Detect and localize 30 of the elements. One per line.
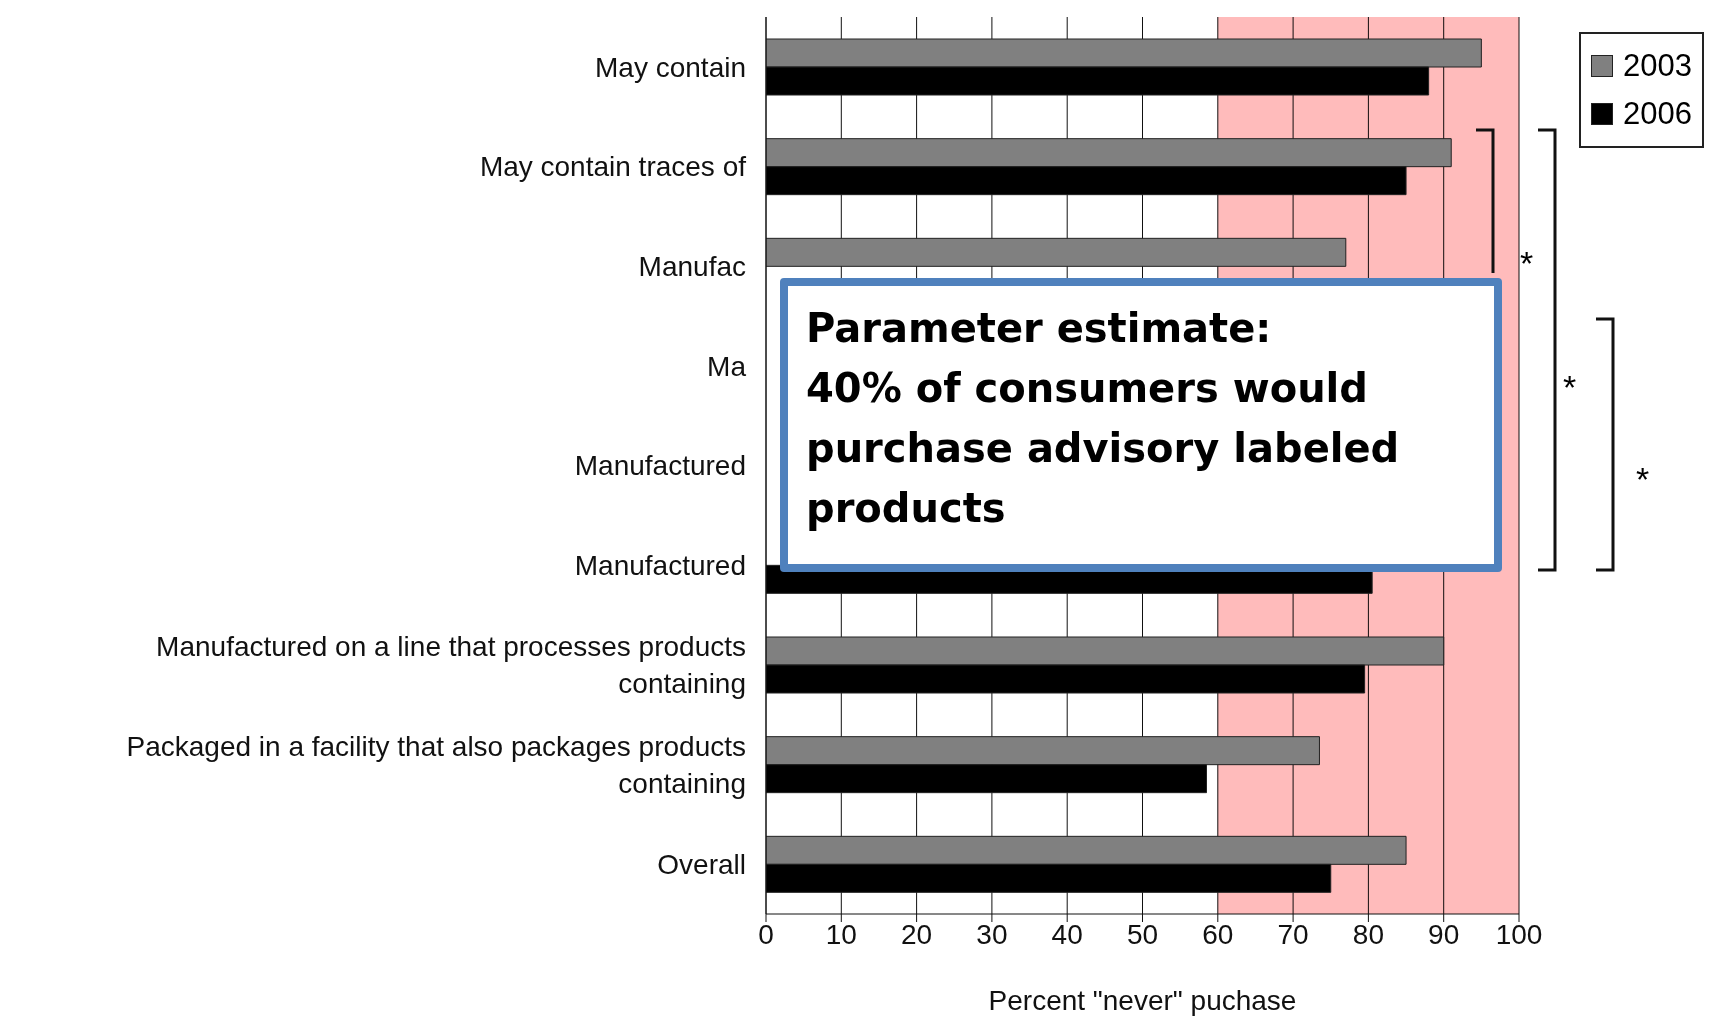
text: * xyxy=(1563,368,1577,407)
text: * xyxy=(1520,244,1534,283)
x-tick-label: 90 xyxy=(1428,918,1460,950)
y-tick-label: May contain xyxy=(595,51,746,83)
x-tick-label: 60 xyxy=(1202,918,1234,950)
legend-label: 2006 xyxy=(1623,95,1692,133)
bar xyxy=(766,237,1347,267)
y-tick-label: Manufactured xyxy=(574,549,746,581)
y-tick-label: Manufactured on a line that processes products containing xyxy=(156,631,746,699)
callout-box: Parameter estimate: 40% of consumers would purchase advisory labeled products xyxy=(780,278,1502,572)
y-tick-label: May contain traces of xyxy=(479,151,747,183)
y-tick-label: Ma xyxy=(707,350,747,382)
x-axis-title: Percent "never" puchase xyxy=(988,985,1297,1016)
x-tick-label: 10 xyxy=(825,918,857,950)
y-tick-label: Manufactured xyxy=(574,450,746,482)
x-tick-label: 20 xyxy=(901,918,933,950)
y-tick-label: Manufac xyxy=(638,250,746,282)
x-tick-label: 70 xyxy=(1277,918,1309,950)
x-tick-label: 80 xyxy=(1352,918,1384,950)
annotation: 40% of consumers would purchase advisory labeled products xyxy=(806,364,1401,533)
legend-label: 2003 xyxy=(1623,47,1692,85)
x-tick-label: 50 xyxy=(1126,918,1159,950)
y-tick-label: Packaged in a facility that also packages products containing xyxy=(126,731,746,799)
text: * xyxy=(1636,460,1650,499)
annotation: Parameter estimate: xyxy=(806,304,1273,353)
x-tick-label: 100 xyxy=(1495,918,1543,950)
y-tick-label: Overall xyxy=(657,848,746,880)
x-tick-label: 40 xyxy=(1051,918,1083,950)
x-tick-label: 0 xyxy=(758,918,774,950)
x-tick-label: 30 xyxy=(976,918,1008,950)
